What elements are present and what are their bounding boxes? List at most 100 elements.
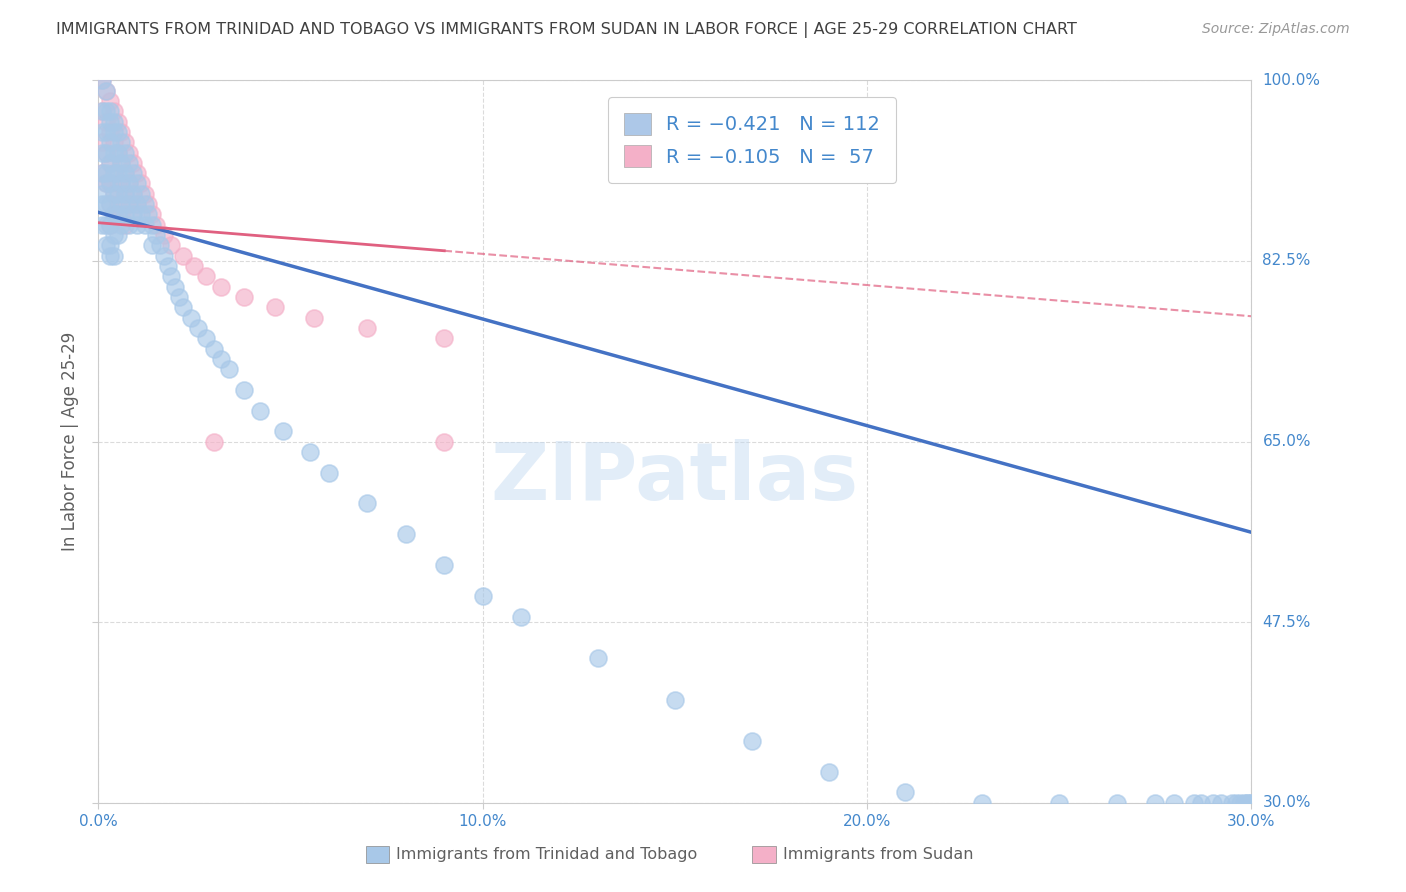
Point <box>471 590 494 604</box>
Point <box>107 166 129 180</box>
Point <box>125 177 148 191</box>
Point <box>91 197 114 211</box>
Point <box>894 785 917 799</box>
Point <box>94 84 117 98</box>
Point <box>114 218 136 232</box>
Point <box>586 651 609 665</box>
Text: 0.0%: 0.0% <box>79 814 118 829</box>
Point <box>98 177 121 191</box>
Point <box>202 342 225 356</box>
Point <box>134 186 156 201</box>
Point <box>134 197 156 211</box>
Point <box>172 249 194 263</box>
Point <box>107 114 129 128</box>
Point <box>91 104 114 119</box>
Point <box>141 218 163 232</box>
Point <box>195 331 218 345</box>
Point <box>107 145 129 160</box>
Text: 65.0%: 65.0% <box>1263 434 1310 449</box>
Point <box>94 104 117 119</box>
Y-axis label: In Labor Force | Age 25-29: In Labor Force | Age 25-29 <box>60 332 79 551</box>
Point <box>110 207 132 221</box>
Point <box>172 301 194 315</box>
Legend: R = −0.421   N = 112, R = −0.105   N =  57: R = −0.421 N = 112, R = −0.105 N = 57 <box>607 97 896 183</box>
Point <box>510 610 533 624</box>
Text: 10.0%: 10.0% <box>458 814 508 829</box>
Text: 30.0%: 30.0% <box>1227 814 1275 829</box>
Point <box>298 445 321 459</box>
Point <box>110 156 132 170</box>
Point <box>233 383 256 397</box>
Point <box>114 135 136 149</box>
Point <box>118 156 141 170</box>
Point <box>264 301 287 315</box>
Point <box>141 207 163 221</box>
Point <box>91 218 114 232</box>
Point <box>98 104 121 119</box>
Text: 47.5%: 47.5% <box>1263 615 1310 630</box>
Point <box>114 166 136 180</box>
Point <box>118 177 141 191</box>
Point <box>1182 796 1205 810</box>
Point <box>107 228 129 243</box>
Point <box>209 351 232 366</box>
Point <box>138 207 160 221</box>
Point <box>202 434 225 449</box>
Point <box>129 177 152 191</box>
Point <box>167 290 190 304</box>
Point <box>98 156 121 170</box>
Point <box>356 321 378 335</box>
Point <box>94 218 117 232</box>
Point <box>1047 796 1070 810</box>
Point <box>1225 796 1247 810</box>
Point <box>149 238 172 252</box>
Point <box>1105 796 1128 810</box>
Point <box>433 331 456 345</box>
Point <box>98 249 121 263</box>
Point <box>91 166 114 180</box>
Point <box>110 135 132 149</box>
Point <box>125 197 148 211</box>
Text: Immigrants from Sudan: Immigrants from Sudan <box>783 847 973 862</box>
Point <box>103 135 125 149</box>
Point <box>98 218 121 232</box>
Point <box>118 145 141 160</box>
Point <box>145 228 167 243</box>
Text: Immigrants from Trinidad and Tobago: Immigrants from Trinidad and Tobago <box>396 847 697 862</box>
Point <box>103 228 125 243</box>
Point <box>122 156 145 170</box>
Point <box>1202 796 1225 810</box>
Point <box>91 145 114 160</box>
Point <box>103 207 125 221</box>
Point <box>134 218 156 232</box>
Point <box>91 104 114 119</box>
Point <box>129 186 152 201</box>
Point <box>114 207 136 221</box>
Text: IMMIGRANTS FROM TRINIDAD AND TOBAGO VS IMMIGRANTS FROM SUDAN IN LABOR FORCE | AG: IMMIGRANTS FROM TRINIDAD AND TOBAGO VS I… <box>56 22 1077 38</box>
Point <box>107 125 129 139</box>
Point <box>122 166 145 180</box>
Point <box>91 73 114 87</box>
Point <box>98 197 121 211</box>
Point <box>94 114 117 128</box>
Point <box>160 269 183 284</box>
Point <box>94 84 117 98</box>
Point <box>122 186 145 201</box>
Text: 82.5%: 82.5% <box>1263 253 1310 268</box>
Point <box>107 177 129 191</box>
Point <box>249 403 271 417</box>
Point <box>94 145 117 160</box>
Point <box>129 207 152 221</box>
Point <box>91 166 114 180</box>
Point <box>433 434 456 449</box>
Point <box>103 166 125 180</box>
Point <box>180 310 202 325</box>
Point <box>103 249 125 263</box>
Point <box>91 73 114 87</box>
Point <box>1189 796 1212 810</box>
Point <box>91 135 114 149</box>
Point <box>94 238 117 252</box>
Point <box>152 228 174 243</box>
Point <box>271 424 294 438</box>
Point <box>103 166 125 180</box>
